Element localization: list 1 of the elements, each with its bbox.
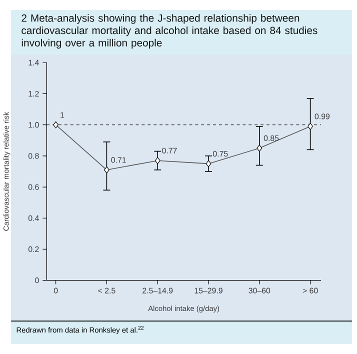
chart-title: 2 Meta-analysis showing the J-shaped relationship between cardiovascular mortality and alcohol intake based on 84 studies involving over a million people (22, 14, 318, 49)
